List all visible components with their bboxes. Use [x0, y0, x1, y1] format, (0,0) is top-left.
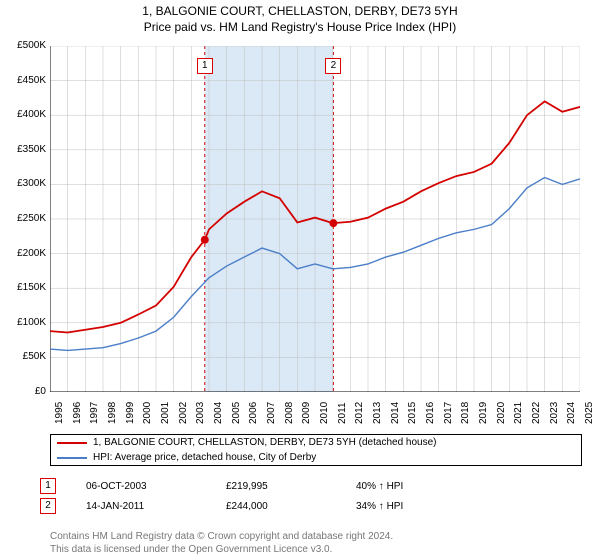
legend-label: 1, BALGONIE COURT, CHELLASTON, DERBY, DE… [93, 437, 436, 448]
legend-color-swatch [57, 442, 87, 444]
y-tick-label: £200K [2, 248, 46, 259]
x-tick-label: 2018 [460, 402, 471, 424]
marker-flag: 2 [325, 58, 341, 74]
x-tick-label: 2007 [266, 402, 277, 424]
chart-container: 1, BALGONIE COURT, CHELLASTON, DERBY, DE… [0, 0, 600, 560]
sale-price: £244,000 [226, 501, 326, 512]
sale-delta: 40% ↑ HPI [356, 481, 403, 492]
legend-color-swatch [57, 457, 87, 459]
x-tick-label: 2009 [301, 402, 312, 424]
sale-marker: 2 [40, 498, 56, 514]
x-tick-label: 2004 [213, 402, 224, 424]
x-tick-label: 2017 [443, 402, 454, 424]
legend-row: HPI: Average price, detached house, City… [51, 450, 581, 465]
y-tick-label: £50K [2, 351, 46, 362]
marker-flag: 1 [197, 58, 213, 74]
x-tick-label: 1999 [125, 402, 136, 424]
x-tick-label: 2015 [407, 402, 418, 424]
x-tick-label: 2002 [178, 402, 189, 424]
legend-row: 1, BALGONIE COURT, CHELLASTON, DERBY, DE… [51, 435, 581, 450]
sale-price: £219,995 [226, 481, 326, 492]
x-tick-label: 2014 [390, 402, 401, 424]
y-tick-label: £300K [2, 178, 46, 189]
x-tick-label: 2022 [531, 402, 542, 424]
y-tick-label: £250K [2, 213, 46, 224]
x-tick-label: 2001 [160, 402, 171, 424]
y-tick-label: £450K [2, 75, 46, 86]
x-tick-label: 2016 [425, 402, 436, 424]
footer-text: Contains HM Land Registry data © Crown c… [50, 530, 393, 556]
sale-date: 06-OCT-2003 [86, 481, 196, 492]
x-tick-label: 2024 [566, 402, 577, 424]
x-tick-label: 2020 [496, 402, 507, 424]
x-tick-label: 2021 [513, 402, 524, 424]
x-tick-label: 1995 [54, 402, 65, 424]
footer-line-2: This data is licensed under the Open Gov… [50, 543, 393, 556]
sale-delta: 34% ↑ HPI [356, 501, 403, 512]
y-tick-label: £150K [2, 282, 46, 293]
sale-date: 14-JAN-2011 [86, 501, 196, 512]
x-tick-label: 2023 [549, 402, 560, 424]
x-tick-label: 2006 [248, 402, 259, 424]
sale-row: 1 06-OCT-2003 £219,995 40% ↑ HPI [40, 478, 580, 494]
x-tick-label: 2003 [195, 402, 206, 424]
y-tick-label: £400K [2, 109, 46, 120]
chart-title: 1, BALGONIE COURT, CHELLASTON, DERBY, DE… [0, 0, 600, 18]
line-chart [50, 46, 580, 392]
sale-marker: 1 [40, 478, 56, 494]
x-tick-label: 1996 [72, 402, 83, 424]
sale-row: 2 14-JAN-2011 £244,000 34% ↑ HPI [40, 498, 580, 514]
chart-area [50, 46, 580, 392]
x-tick-label: 2012 [354, 402, 365, 424]
y-tick-label: £100K [2, 317, 46, 328]
x-tick-label: 2013 [372, 402, 383, 424]
x-tick-label: 2005 [231, 402, 242, 424]
legend-label: HPI: Average price, detached house, City… [93, 452, 316, 463]
x-tick-label: 2011 [337, 402, 348, 424]
x-tick-label: 2019 [478, 402, 489, 424]
footer-line-1: Contains HM Land Registry data © Crown c… [50, 530, 393, 543]
x-tick-label: 2025 [584, 402, 595, 424]
y-tick-label: £0 [2, 386, 46, 397]
chart-subtitle: Price paid vs. HM Land Registry's House … [0, 18, 600, 34]
y-tick-label: £500K [2, 40, 46, 51]
x-tick-label: 2008 [284, 402, 295, 424]
legend: 1, BALGONIE COURT, CHELLASTON, DERBY, DE… [50, 434, 582, 466]
x-tick-label: 2010 [319, 402, 330, 424]
x-tick-label: 1997 [89, 402, 100, 424]
y-tick-label: £350K [2, 144, 46, 155]
x-tick-label: 1998 [107, 402, 118, 424]
x-tick-label: 2000 [142, 402, 153, 424]
